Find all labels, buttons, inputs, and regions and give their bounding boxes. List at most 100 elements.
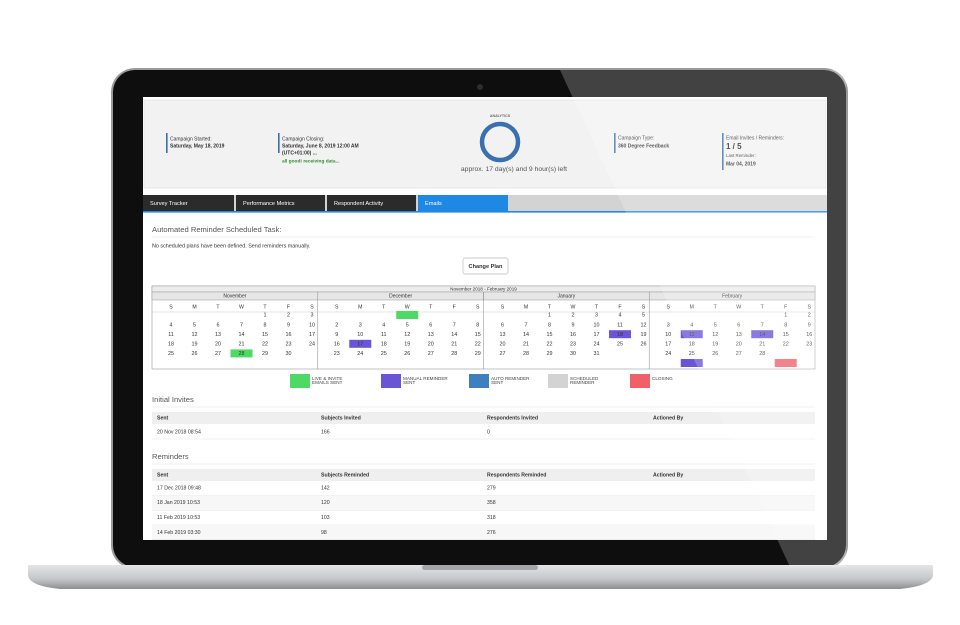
weekday: S: [335, 304, 339, 310]
day: 24: [309, 342, 315, 348]
day: 11: [381, 332, 387, 338]
weekday: T: [263, 304, 267, 310]
day: 28: [759, 351, 765, 357]
weekday: T: [429, 304, 433, 310]
day: 8: [264, 322, 267, 328]
cell: 0: [487, 429, 490, 435]
day: 29: [547, 351, 553, 357]
legend-label: LIVE & INVITE EMAILS SENT: [312, 376, 343, 386]
day: 26: [712, 351, 718, 357]
header-bar: [722, 133, 724, 170]
day-highlight: [609, 330, 631, 339]
day: 5: [642, 313, 645, 319]
cell: 276: [487, 530, 496, 536]
day: 5: [406, 322, 409, 328]
day: 26: [404, 351, 410, 357]
day: 9: [287, 322, 290, 328]
weekday: T: [714, 304, 718, 310]
legend-label: CLOSING: [652, 376, 673, 381]
day: 8: [784, 322, 787, 328]
weekday: F: [287, 304, 290, 310]
day: 24: [665, 351, 671, 357]
day: 20: [736, 342, 742, 348]
day: 22: [547, 342, 553, 348]
calendar-title: November 2018 - February 2019: [450, 286, 517, 291]
weekday: F: [784, 304, 787, 310]
day: 3: [359, 322, 362, 328]
day: 12: [641, 322, 647, 328]
table-header: [152, 469, 815, 481]
cell: 14 Feb 2019 03:30: [157, 530, 201, 536]
day: 28: [523, 351, 529, 357]
camera: [477, 84, 483, 90]
day: 15: [783, 332, 789, 338]
weekday: T: [382, 304, 386, 310]
day: 4: [619, 313, 622, 319]
day: 19: [712, 342, 718, 348]
cell: 318: [487, 515, 496, 521]
emails-value: 1 / 5: [726, 142, 742, 151]
day: 13: [736, 332, 742, 338]
tab[interactable]: [418, 195, 508, 211]
tab-label[interactable]: Emails: [425, 201, 442, 207]
day: 27: [736, 351, 742, 357]
day: 8: [476, 322, 479, 328]
cell: 20 Nov 2018 08:54: [157, 429, 201, 435]
day: 15: [547, 332, 553, 338]
cell: 98: [321, 530, 327, 536]
day: 25: [617, 342, 623, 348]
tab[interactable]: [143, 195, 234, 211]
task-message: No scheduled plans have been defined. Se…: [152, 243, 310, 249]
day: 25: [168, 351, 174, 357]
day: 19: [641, 332, 647, 338]
day-highlight: [751, 330, 774, 339]
day: 8: [548, 322, 551, 328]
last-reminder-value: Mar 04, 2019: [726, 161, 756, 167]
day: 10: [357, 332, 363, 338]
day: 13: [500, 332, 506, 338]
closing-label: Campaign Closing:: [282, 136, 324, 142]
day: 18: [689, 342, 695, 348]
section-title: Reminders: [152, 452, 189, 461]
tab[interactable]: [327, 195, 416, 211]
day: 6: [429, 322, 432, 328]
type-value: 360 Degree Feedback: [618, 143, 669, 149]
day: 17: [594, 332, 600, 338]
day: 5: [193, 322, 196, 328]
tab-label[interactable]: Respondent Activity: [334, 201, 383, 207]
month-name: November: [223, 294, 246, 300]
analytics-label: ANALYTICS: [490, 114, 511, 118]
change-plan-button[interactable]: [462, 257, 509, 275]
weekday: F: [453, 304, 456, 310]
day-highlight: [396, 311, 419, 319]
tab-label[interactable]: Performance Metrics: [243, 201, 295, 207]
task-title: Automated Reminder Scheduled Task:: [152, 225, 281, 234]
day: 21: [523, 342, 529, 348]
day: 9: [572, 322, 575, 328]
tab[interactable]: [236, 195, 325, 211]
header-bar: [614, 133, 616, 153]
day: 13: [428, 332, 434, 338]
column-header: Respondents Reminded: [487, 472, 546, 478]
day: 2: [287, 313, 290, 319]
column-header: Subjects Invited: [321, 415, 361, 421]
legend-swatch: [381, 374, 401, 388]
cell: 358: [487, 500, 496, 506]
legend-label-box: LIVE & INVITE EMAILS SENT: [312, 376, 343, 386]
tab-underline: [143, 211, 827, 213]
day-highlight: [680, 359, 703, 367]
weekday: T: [595, 304, 599, 310]
day: 3: [311, 313, 314, 319]
day: 28: [451, 351, 457, 357]
weekday: W: [571, 304, 576, 310]
tab-label[interactable]: Survey Tracker: [150, 201, 188, 207]
change-plan-label[interactable]: Change Plan: [469, 264, 503, 270]
day: 18: [381, 342, 387, 348]
day: 7: [761, 322, 764, 328]
cell: 103: [321, 515, 330, 521]
weekday: T: [548, 304, 552, 310]
day: 15: [262, 332, 268, 338]
month-name: February: [722, 294, 743, 300]
